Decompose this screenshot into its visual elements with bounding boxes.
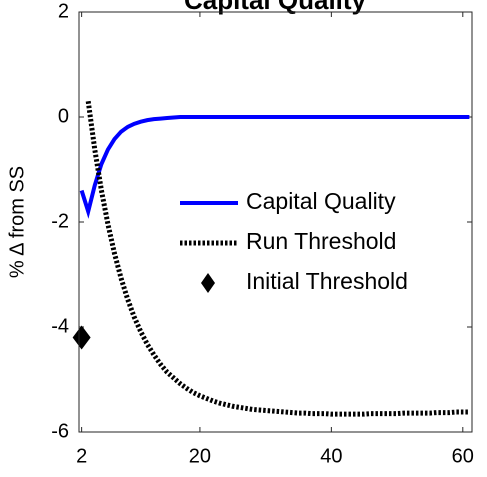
- legend-marker: [201, 273, 215, 293]
- y-tick-label: 2: [58, 0, 69, 22]
- y-axis-label: % Δ from SS: [6, 166, 28, 278]
- y-tick-label: -6: [51, 420, 69, 442]
- marker: [72, 325, 91, 350]
- y-tick-label: -4: [51, 315, 69, 337]
- x-tick-label: 40: [320, 445, 342, 467]
- line: [79, 115, 470, 219]
- legend-label: Capital Quality: [246, 188, 396, 214]
- plot-area: [79, 100, 470, 417]
- axes-box: [78, 11, 473, 433]
- y-tick-label: 0: [58, 105, 69, 127]
- legend-label: Run Threshold: [246, 228, 396, 254]
- legend-label: Initial Threshold: [246, 268, 408, 294]
- line: [85, 100, 470, 417]
- x-tick-label: 20: [189, 445, 211, 467]
- x-tick-label: 2: [76, 445, 87, 467]
- chart-title: Capital Quality: [184, 0, 367, 15]
- x-tick-label: 60: [452, 445, 474, 467]
- y-tick-label: -2: [51, 210, 69, 232]
